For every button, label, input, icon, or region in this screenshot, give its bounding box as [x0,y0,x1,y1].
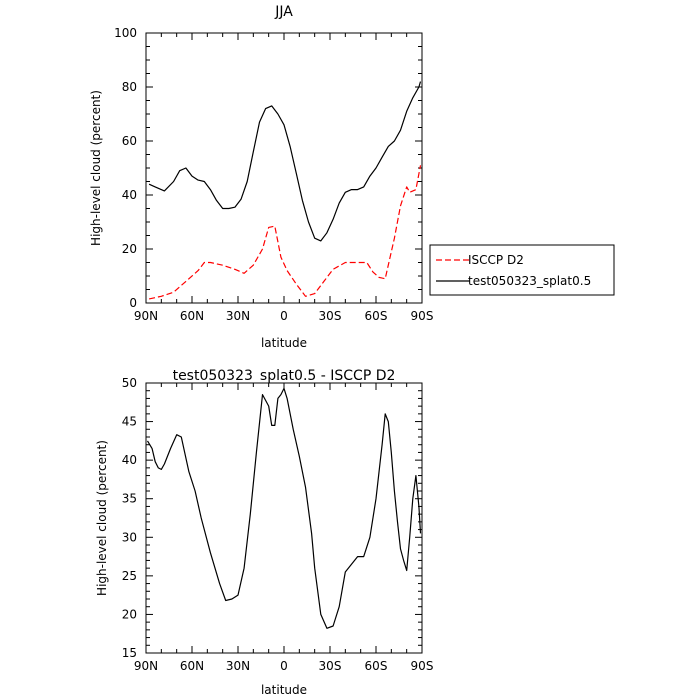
plot-frame [145,382,423,654]
chart-1: JJA 90N 60N 30N 0 30S 60S 90S 0 20 40 60 80 100 latitu… [89,4,615,350]
y-tick-label: 20 [122,242,137,256]
y-tick-label: 20 [122,607,137,621]
series-line-1 [148,165,422,300]
y-tick-label: 60 [122,134,137,148]
y-tick-label: 45 [122,415,137,429]
y-tick-label: 40 [122,453,137,467]
series-line-2 [148,81,422,242]
y-tick-label: 25 [122,569,137,583]
chart-title: test050323_splat0.5 - ISCCP D2 [173,368,396,384]
legend-label-1: ISCCP D2 [468,253,524,267]
x-tick-label: 60S [365,659,388,673]
chart-title: JJA [274,4,293,20]
y-tick-label: 100 [114,26,137,40]
y-axis-label: High-level cloud (percent) [89,90,103,246]
x-tick-label: 60N [180,659,204,673]
y-tick-label: 35 [122,492,137,506]
y-tick-label: 0 [129,296,137,310]
x-tick-label: 60S [365,309,388,323]
legend: ISCCP D2 test050323_splat0.5 [429,244,615,296]
x-tick-label: 90N [134,309,158,323]
series-line-1 [146,387,422,629]
y-axis-label: High-level cloud (percent) [95,440,109,596]
x-tick-label: 0 [280,309,288,323]
y-tick-label: 15 [122,646,137,660]
chart-2: test050323_splat0.5 - ISCCP D2 90N 60N 30N 0… [95,368,433,697]
y-tick-label: 30 [122,530,137,544]
legend-box [429,244,615,296]
x-tick-label: 90S [411,309,434,323]
y-tick-label: 40 [122,188,137,202]
y-tick-label: 80 [122,80,137,94]
y-tick-label: 50 [122,376,137,390]
x-tick-label: 30S [319,309,342,323]
x-tick-label: 90N [134,659,158,673]
x-tick-label: 90S [411,659,434,673]
x-tick-label: 30N [226,659,250,673]
x-axis-label: latitude [261,336,307,350]
x-tick-label: 30N [226,309,250,323]
legend-label-2: test050323_splat0.5 [468,274,591,288]
x-axis-label: latitude [261,683,307,697]
x-tick-label: 60N [180,309,204,323]
x-tick-label: 0 [280,659,288,673]
x-tick-label: 30S [319,659,342,673]
